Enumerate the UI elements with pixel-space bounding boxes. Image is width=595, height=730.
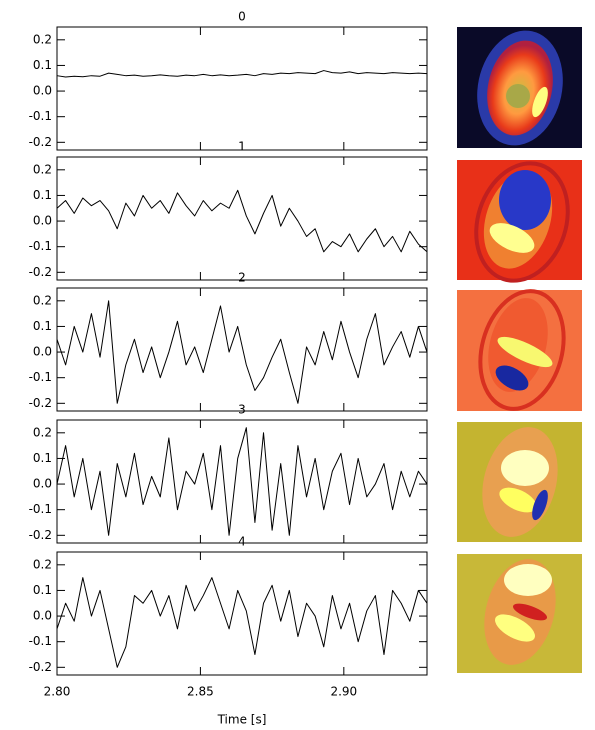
y-tick-label: 0.0: [33, 345, 52, 359]
x-tick-label: 2.90: [330, 685, 357, 699]
camera-image: [457, 289, 582, 411]
y-tick-label: 0.2: [33, 425, 52, 439]
y-tick-label: 0.2: [33, 293, 52, 307]
y-tick-label: -0.2: [29, 135, 52, 149]
plot-frame: [56, 551, 428, 676]
y-tick-label: -0.2: [29, 265, 52, 279]
y-tick-label: -0.1: [29, 239, 52, 253]
series-line: [56, 427, 428, 536]
panel-title: 2: [238, 271, 246, 285]
panel-title: 4: [238, 535, 246, 549]
series-line: [56, 189, 428, 253]
y-tick-label: 0.2: [33, 557, 52, 571]
panel-title: 0: [238, 10, 246, 24]
camera-image: [457, 160, 582, 283]
y-tick-label: 0.0: [33, 214, 52, 228]
camera-image: [457, 554, 582, 673]
series-line: [56, 70, 428, 78]
y-tick-label: -0.2: [29, 660, 52, 674]
y-tick-label: 0.0: [33, 477, 52, 491]
y-tick-label: -0.2: [29, 396, 52, 410]
y-tick-label: 0.1: [33, 583, 52, 597]
plot-frame: [56, 156, 428, 281]
y-tick-label: -0.1: [29, 634, 52, 648]
y-tick-label: 0.1: [33, 451, 52, 465]
y-tick-label: 0.1: [33, 58, 52, 72]
series-line: [56, 300, 428, 404]
plot-frame: [56, 287, 428, 412]
y-tick-label: -0.1: [29, 502, 52, 516]
y-tick-label: -0.1: [29, 109, 52, 123]
x-tick-label: 2.85: [187, 685, 214, 699]
series-line: [56, 577, 428, 668]
x-axis-label: Time [s]: [217, 713, 267, 727]
plot-frame: [56, 26, 428, 151]
camera-images: [457, 27, 582, 673]
plot-frame: [56, 419, 428, 544]
y-tick-label: 0.1: [33, 319, 52, 333]
y-tick-label: 0.0: [33, 609, 52, 623]
camera-image: [457, 422, 582, 542]
y-tick-label: 0.2: [33, 162, 52, 176]
panel-title: 1: [238, 140, 246, 154]
y-tick-label: 0.0: [33, 84, 52, 98]
camera-image: [457, 27, 582, 148]
x-tick-label: 2.80: [44, 685, 71, 699]
y-tick-label: 0.2: [33, 32, 52, 46]
y-tick-label: -0.2: [29, 528, 52, 542]
y-tick-label: 0.1: [33, 188, 52, 202]
y-tick-label: -0.1: [29, 370, 52, 384]
panel-title: 3: [238, 403, 246, 417]
